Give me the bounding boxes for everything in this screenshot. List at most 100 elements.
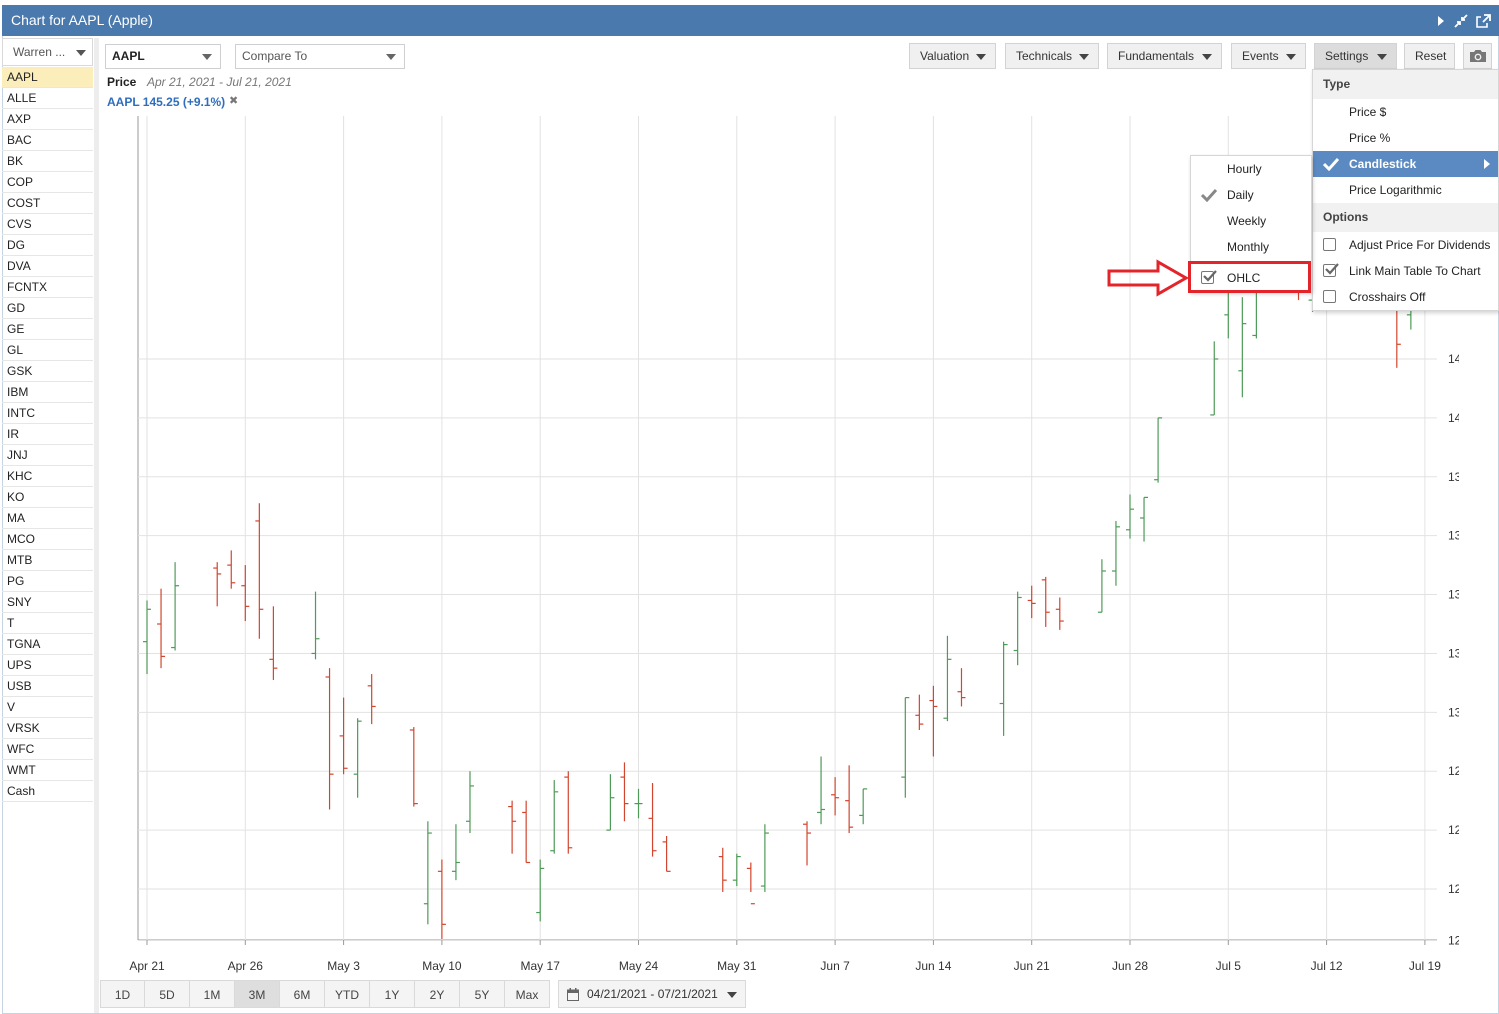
period-button[interactable]: 2Y bbox=[415, 980, 460, 1008]
period-button[interactable]: Max bbox=[505, 980, 550, 1008]
checkbox-checked-icon[interactable] bbox=[1323, 264, 1336, 277]
ohlc-bar bbox=[620, 762, 629, 822]
type-price-dollar[interactable]: Price $ bbox=[1313, 99, 1498, 125]
ticker-item[interactable]: GL bbox=[2, 340, 93, 361]
ticker-item[interactable]: BK bbox=[2, 151, 93, 172]
ticker-item[interactable]: COST bbox=[2, 193, 93, 214]
ticker-item[interactable]: V bbox=[2, 697, 93, 718]
ohlc-bar bbox=[1210, 341, 1219, 416]
interval-daily[interactable]: Daily bbox=[1191, 182, 1311, 208]
ohlc-bar bbox=[1126, 494, 1134, 539]
portfolio-select[interactable]: Warren ... bbox=[2, 38, 93, 66]
checkbox-checked-icon[interactable] bbox=[1201, 271, 1214, 284]
reset-button[interactable]: Reset bbox=[1404, 43, 1455, 69]
reset-label: Reset bbox=[1415, 49, 1447, 63]
symbol-select[interactable]: AAPL bbox=[105, 44, 221, 69]
ticker-item[interactable]: MTB bbox=[2, 550, 93, 571]
ticker-item[interactable]: UPS bbox=[2, 655, 93, 676]
type-price-percent[interactable]: Price % bbox=[1313, 125, 1498, 151]
ticker-item[interactable]: COP bbox=[2, 172, 93, 193]
fundamentals-button[interactable]: Fundamentals bbox=[1107, 43, 1222, 69]
option-adjust-dividends[interactable]: Adjust Price For Dividends bbox=[1313, 232, 1498, 258]
interval-hourly-label: Hourly bbox=[1227, 162, 1262, 176]
interval-weekly[interactable]: Weekly bbox=[1191, 208, 1311, 234]
ticker-item[interactable]: Cash bbox=[2, 781, 93, 802]
ticker-item[interactable]: CVS bbox=[2, 214, 93, 235]
ohlc-bar bbox=[1154, 417, 1163, 483]
date-range-picker[interactable]: 04/21/2021 - 07/21/2021 bbox=[558, 980, 746, 1008]
ohlc-bar bbox=[409, 727, 418, 807]
ohlc-bar bbox=[845, 765, 854, 834]
popout-icon[interactable] bbox=[1476, 13, 1491, 28]
ticker-item[interactable]: INTC bbox=[2, 403, 93, 424]
ticker-item[interactable]: WMT bbox=[2, 760, 93, 781]
settings-button[interactable]: Settings bbox=[1314, 43, 1397, 69]
technicals-button[interactable]: Technicals bbox=[1005, 43, 1099, 69]
period-button[interactable]: 1D bbox=[100, 980, 145, 1008]
ohlc-bar bbox=[718, 847, 727, 892]
ticker-item[interactable]: IR bbox=[2, 424, 93, 445]
interval-daily-label: Daily bbox=[1227, 188, 1254, 202]
period-button[interactable]: 1M bbox=[190, 980, 235, 1008]
ticker-item[interactable]: USB bbox=[2, 676, 93, 697]
ticker-item[interactable]: KO bbox=[2, 487, 93, 508]
type-candlestick[interactable]: Candlestick bbox=[1313, 151, 1498, 177]
ticker-item[interactable]: ALLE bbox=[2, 88, 93, 109]
ticker-item[interactable]: TGNA bbox=[2, 634, 93, 655]
ohlc-bar bbox=[213, 562, 222, 607]
ticker-item[interactable]: GSK bbox=[2, 361, 93, 382]
ticker-item[interactable]: SNY bbox=[2, 592, 93, 613]
period-button[interactable]: 5Y bbox=[460, 980, 505, 1008]
compare-to-select[interactable]: Compare To bbox=[235, 44, 405, 69]
ticker-item[interactable]: AAPL bbox=[2, 67, 93, 88]
events-button[interactable]: Events bbox=[1231, 43, 1306, 69]
period-button[interactable]: 3M bbox=[235, 980, 280, 1008]
ohlc-bar bbox=[143, 600, 151, 675]
x-tick-label: Jun 14 bbox=[915, 959, 951, 973]
type-price-logarithmic[interactable]: Price Logarithmic bbox=[1313, 177, 1498, 203]
x-tick-label: Jun 28 bbox=[1112, 959, 1148, 973]
period-button[interactable]: 1Y bbox=[370, 980, 415, 1008]
ohlc-bar bbox=[325, 668, 334, 810]
price-chart[interactable]: 122.25 124.00 126.00 128.00 130.00 132.00 134.… bbox=[99, 110, 1459, 976]
ticker-item[interactable]: AXP bbox=[2, 109, 93, 130]
ticker-item[interactable]: BAC bbox=[2, 130, 93, 151]
interval-hourly[interactable]: Hourly bbox=[1191, 156, 1311, 182]
ticker-item[interactable]: GE bbox=[2, 319, 93, 340]
y-tick-label: 126.00 bbox=[1448, 823, 1459, 837]
ticker-item[interactable]: IBM bbox=[2, 382, 93, 403]
ticker-item[interactable]: T bbox=[2, 613, 93, 634]
period-button[interactable]: 5D bbox=[145, 980, 190, 1008]
ticker-item[interactable]: DVA bbox=[2, 256, 93, 277]
camera-icon bbox=[1470, 50, 1486, 62]
chevron-down-icon bbox=[976, 54, 986, 60]
collapse-icon[interactable] bbox=[1454, 13, 1468, 28]
checkbox-icon[interactable] bbox=[1323, 238, 1336, 251]
checkbox-icon[interactable] bbox=[1323, 290, 1336, 303]
ticker-item[interactable]: KHC bbox=[2, 466, 93, 487]
period-button[interactable]: YTD bbox=[325, 980, 370, 1008]
panel-divider bbox=[94, 38, 99, 1013]
snapshot-button[interactable] bbox=[1463, 43, 1492, 69]
ticker-item[interactable]: MCO bbox=[2, 529, 93, 550]
valuation-button[interactable]: Valuation bbox=[909, 43, 996, 69]
period-button[interactable]: 6M bbox=[280, 980, 325, 1008]
ticker-item[interactable]: MA bbox=[2, 508, 93, 529]
ticker-item[interactable]: VRSK bbox=[2, 718, 93, 739]
type-candlestick-label: Candlestick bbox=[1349, 157, 1417, 171]
settings-label: Settings bbox=[1325, 49, 1369, 63]
fundamentals-label: Fundamentals bbox=[1118, 49, 1195, 63]
ohlc-option[interactable]: OHLC bbox=[1191, 265, 1311, 291]
series-legend[interactable]: AAPL 145.25 (+9.1%) bbox=[107, 95, 226, 109]
option-link-main-table[interactable]: Link Main Table To Chart bbox=[1313, 258, 1498, 284]
ticker-item[interactable]: GD bbox=[2, 298, 93, 319]
ticker-item[interactable]: DG bbox=[2, 235, 93, 256]
remove-series-icon[interactable]: ✖ bbox=[229, 95, 239, 107]
ticker-item[interactable]: WFC bbox=[2, 739, 93, 760]
ticker-item[interactable]: PG bbox=[2, 571, 93, 592]
interval-monthly[interactable]: Monthly bbox=[1191, 234, 1311, 260]
ticker-item[interactable]: JNJ bbox=[2, 445, 93, 466]
option-crosshairs-off[interactable]: Crosshairs Off bbox=[1313, 284, 1498, 310]
expand-right-icon[interactable] bbox=[1436, 15, 1446, 27]
ticker-item[interactable]: FCNTX bbox=[2, 277, 93, 298]
